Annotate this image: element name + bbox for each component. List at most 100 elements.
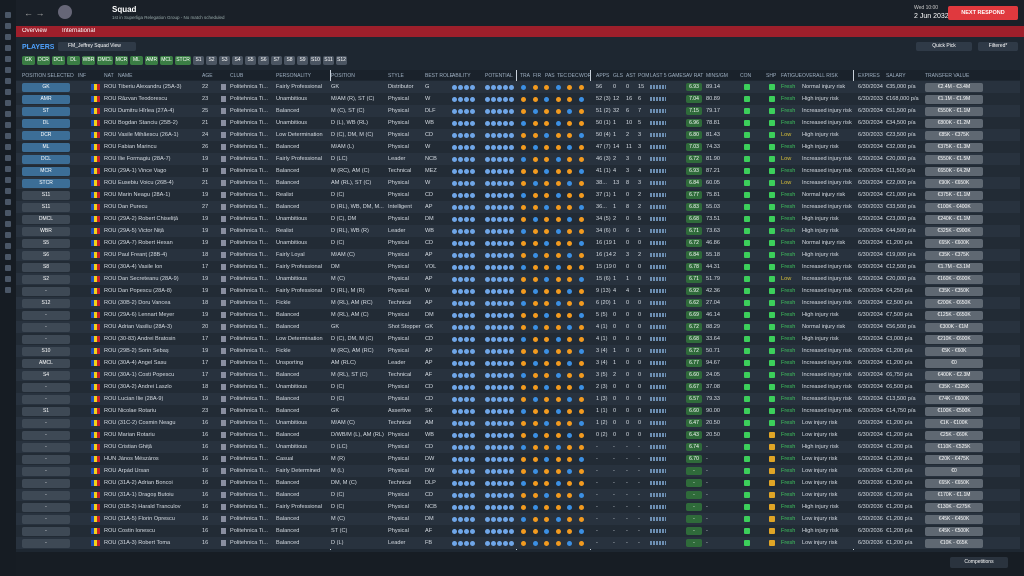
sidebar-icon[interactable] [5,199,11,205]
view-selector[interactable]: FM_Jeffrey Squad View [58,42,136,51]
position-filter[interactable]: DMCL [97,56,113,65]
column-header[interactable]: BEST ROLE [425,73,453,79]
position-selected[interactable]: STCR [22,178,70,188]
position-filter[interactable]: MCR [115,56,128,65]
position-selected[interactable]: - [22,334,70,344]
sidebar-icon[interactable] [5,144,11,150]
sidebar-icon[interactable] [5,177,11,183]
sidebar-icon[interactable] [5,89,11,95]
sidebar-icon[interactable] [5,155,11,161]
position-selected[interactable]: - [22,310,70,320]
position-filter[interactable]: DCR [37,56,50,65]
sidebar-icon[interactable] [5,34,11,40]
nav-arrows[interactable]: ← → [24,8,45,18]
position-selected[interactable]: S11 [22,202,70,212]
position-filter[interactable]: S3 [219,56,230,65]
sidebar-icon[interactable] [5,287,11,293]
sidebar-icon[interactable] [5,122,11,128]
column-header[interactable]: FIR [533,73,542,79]
position-selected[interactable]: - [22,430,70,440]
sidebar-icon[interactable] [5,111,11,117]
column-header[interactable]: CON [740,73,752,79]
sidebar-icon[interactable] [5,23,11,29]
column-header[interactable]: EXPIRES [858,73,880,79]
competitions-button[interactable]: Competitions [950,557,1008,568]
tab[interactable]: International [62,28,96,34]
sidebar-icon[interactable] [5,45,11,51]
position-selected[interactable]: - [22,394,70,404]
position-selected[interactable]: S6 [22,250,70,260]
position-selected[interactable]: S8 [22,262,70,272]
position-selected[interactable]: GK [22,82,70,92]
sidebar-icon[interactable] [5,232,11,238]
position-selected[interactable]: WBR [22,226,70,236]
column-header[interactable]: FATIGUE [781,73,803,79]
column-header[interactable]: POSITION [331,73,355,79]
position-selected[interactable]: MCR [22,166,70,176]
position-selected[interactable]: S4 [22,370,70,380]
tab[interactable]: Overview [22,28,48,34]
column-header[interactable]: AGE [202,73,213,79]
column-header[interactable]: GLS [613,73,624,79]
column-header[interactable]: AST [626,73,636,79]
column-header[interactable]: POSITION SELECTED [22,73,74,79]
column-header[interactable]: WOR [579,73,592,79]
position-selected[interactable]: AMCL [22,358,70,368]
position-selected[interactable]: S11 [22,190,70,200]
position-filter[interactable]: MCL [160,56,173,65]
position-selected[interactable]: S5 [22,238,70,248]
position-selected[interactable]: - [22,454,70,464]
position-filter[interactable]: GK [22,56,35,65]
continue-button[interactable]: NEXT RESPOND [948,6,1018,20]
sidebar-icon[interactable] [5,276,11,282]
position-filter[interactable]: S2 [206,56,217,65]
position-filter[interactable]: S10 [310,56,321,65]
position-filter[interactable]: S6 [258,56,269,65]
column-header[interactable]: INF [78,73,87,79]
position-selected[interactable]: DMCL [22,214,70,224]
sidebar-icon[interactable] [5,78,11,84]
sidebar-icon[interactable] [5,133,11,139]
position-selected[interactable]: AMR [22,94,70,104]
position-selected[interactable]: ST [22,106,70,116]
column-header[interactable]: OVERALL RISK [802,73,838,79]
position-filter[interactable]: S8 [284,56,295,65]
position-filter[interactable]: DL [67,56,80,65]
sidebar-icon[interactable] [5,210,11,216]
sidebar-icon[interactable] [5,12,11,18]
column-header[interactable]: STYLE [388,73,404,79]
column-header[interactable]: LAST 5 GAMES [650,73,687,79]
column-header[interactable]: SALARY [886,73,906,79]
column-header[interactable]: TRANSFER VALUE [925,73,970,79]
position-filter[interactable]: S12 [336,56,347,65]
position-filter[interactable]: WBR [82,56,95,65]
column-header[interactable]: PAS [545,73,555,79]
column-header[interactable]: AV RAT [686,73,704,79]
column-header[interactable]: DEC [568,73,579,79]
position-filter[interactable]: ML [130,56,143,65]
position-filter[interactable]: S11 [323,56,334,65]
sidebar-icon[interactable] [5,67,11,73]
position-selected[interactable]: - [22,538,70,548]
position-filter[interactable]: S4 [232,56,243,65]
position-filter[interactable]: S9 [297,56,308,65]
sidebar-icon[interactable] [5,221,11,227]
column-header[interactable]: CLUB [230,73,244,79]
position-selected[interactable]: - [22,382,70,392]
position-selected[interactable]: S12 [22,298,70,308]
position-filter[interactable]: STCR [175,56,191,65]
column-header[interactable]: MINS/GM [706,73,728,79]
column-header[interactable]: POTENTIAL [485,73,513,79]
column-header[interactable]: APPS [596,73,610,79]
sidebar-icon[interactable] [5,243,11,249]
filter[interactable]: Filtered* [978,42,1018,51]
position-selected[interactable]: DL [22,118,70,128]
sidebar-icon[interactable] [5,265,11,271]
column-header[interactable]: SHP [766,73,777,79]
sidebar-icon[interactable] [5,100,11,106]
position-selected[interactable]: - [22,490,70,500]
sidebar-icon[interactable] [5,166,11,172]
position-selected[interactable]: DCL [22,154,70,164]
position-selected[interactable]: - [22,418,70,428]
sidebar-icon[interactable] [5,188,11,194]
